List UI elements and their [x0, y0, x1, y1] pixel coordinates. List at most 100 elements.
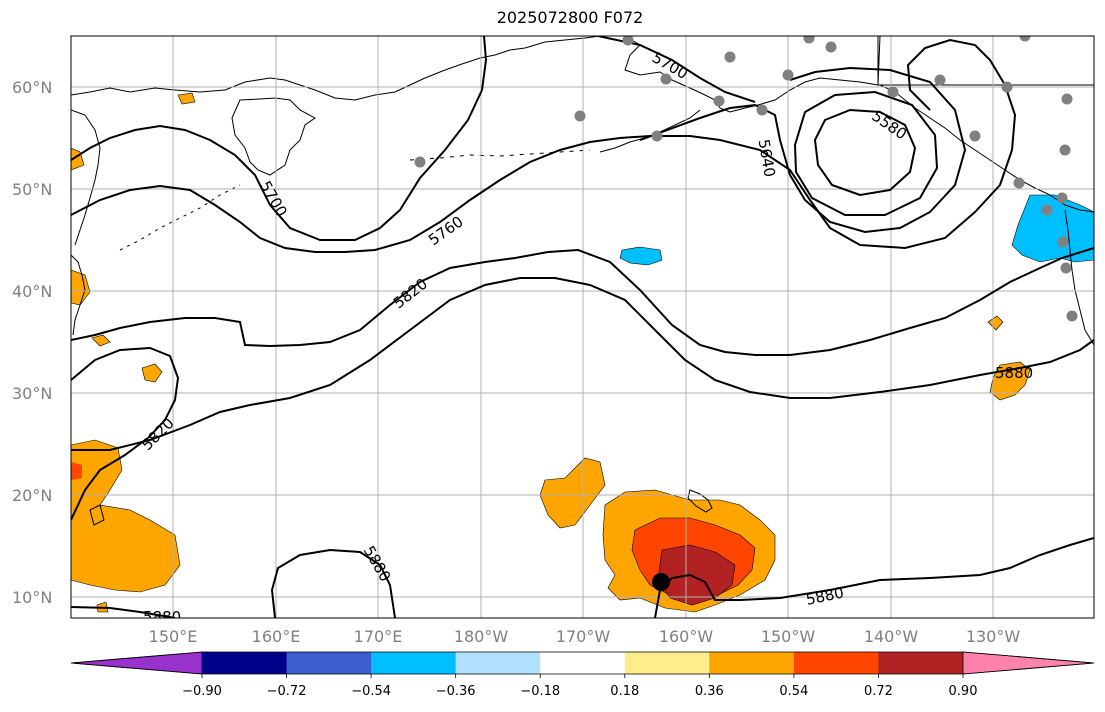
lon-label-140w: 140°W [864, 627, 919, 646]
station-marker [1066, 310, 1078, 322]
colorbar-tick-label: 0.54 [779, 684, 808, 699]
lat-label-40n: 40°N [12, 282, 52, 301]
storm-center-marker [652, 573, 670, 591]
positive-anomaly-small-5 [71, 147, 85, 171]
colorbar-segment [202, 652, 288, 674]
positive-anomaly-small-4 [71, 269, 91, 306]
lon-label-150e: 150°E [149, 627, 198, 646]
positive-anomaly-small-6 [177, 92, 196, 105]
colorbar-tick-label: −0.18 [520, 684, 560, 699]
colorbar-segment [286, 652, 372, 674]
coastline-japan [71, 254, 86, 336]
lat-label-30n: 30°N [12, 384, 52, 403]
colorbar-segment [878, 652, 964, 674]
colorbar-tick-label: 0.36 [695, 684, 724, 699]
station-marker [724, 51, 736, 63]
lon-label-150w: 150°W [761, 627, 816, 646]
station-marker [1056, 192, 1068, 204]
map-area: 5700 5700 5640 5580 5760 5820 5820 5880 … [71, 36, 1094, 626]
station-marker [969, 130, 981, 142]
coastline-siberia [71, 36, 601, 101]
contour-label-5880-east: 5880 [995, 364, 1033, 382]
contour-5580-inner [813, 108, 917, 197]
contour-5880-east [71, 277, 1094, 451]
lon-label-130w: 130°W [966, 627, 1021, 646]
lon-label-160w: 160°W [659, 627, 714, 646]
lat-label-20n: 20°N [12, 486, 52, 505]
station-marker [622, 36, 634, 46]
station-marker [1041, 204, 1053, 216]
colorbar-tick-label: 0.18 [610, 684, 639, 699]
lon-label-170w: 170°W [556, 627, 611, 646]
station-marker [782, 69, 794, 81]
station-marker [660, 73, 672, 85]
station-marker [1061, 93, 1073, 105]
colorbar-segment [793, 652, 879, 674]
coastline-kamchatka [231, 97, 316, 176]
lat-label-10n: 10°N [12, 588, 52, 607]
colorbar-tick-label: −0.54 [351, 684, 391, 699]
station-marker [934, 74, 946, 86]
colorbar-tick-label: −0.90 [182, 684, 222, 699]
station-marker [887, 86, 899, 98]
lat-label-60n: 60°N [12, 78, 52, 97]
gridlines [71, 36, 1094, 618]
station-marker [651, 130, 663, 142]
contour-5700-north [71, 36, 488, 241]
map-title: 2025072800 F072 [496, 8, 644, 27]
station-marker [1059, 144, 1071, 156]
positive-anomaly-small-2 [141, 363, 163, 383]
station-marker [756, 104, 768, 116]
contour-5700-alaska [597, 36, 756, 103]
station-marker [825, 41, 837, 53]
station-markers [414, 36, 1078, 322]
colorbar-tick-label: 0.90 [949, 684, 978, 699]
coastline-sea-of-okhotsk [71, 109, 101, 246]
negative-anomaly-pacific [619, 246, 663, 266]
colorbar-segment [540, 652, 626, 674]
positive-anomaly-west-core [71, 462, 82, 480]
station-marker [803, 36, 815, 44]
station-marker [1001, 81, 1013, 93]
map-frame [70, 35, 1095, 619]
contour-5880-south [270, 548, 396, 618]
station-marker [414, 156, 426, 168]
station-marker [574, 110, 586, 122]
contour-5760 [71, 38, 1017, 253]
positive-anomaly-small-3 [91, 334, 111, 347]
colorbar-segment [371, 652, 457, 674]
coastline-aleutian-islands [409, 149, 591, 161]
longitude-labels: 150°E 160°E 170°E 180°W 170°W 160°W 150°… [149, 627, 1021, 646]
station-marker [1057, 236, 1069, 248]
colorbar-tick-label: 0.72 [864, 684, 893, 699]
contour-5880-sw [71, 606, 176, 618]
colorbar-segment [455, 652, 541, 674]
colorbar-extend-low [70, 651, 203, 675]
latitude-labels: 60°N 50°N 40°N 30°N 20°N 10°N [12, 78, 52, 607]
negative-anomaly-northwest-us [1011, 194, 1094, 263]
station-marker [713, 95, 725, 107]
colorbar-segment [624, 652, 710, 674]
station-marker [1013, 177, 1025, 189]
lon-label-170e: 170°E [354, 627, 403, 646]
coastline-inland-border [877, 36, 1094, 86]
coastline-kuril-aleutian-dashes [119, 184, 241, 251]
contour-5880-se [654, 537, 1094, 618]
colorbar: −0.90 −0.72 −0.54 −0.36 −0.18 0.18 0.36 0.54 0.7… [70, 651, 1095, 699]
colorbar-tick-label: −0.36 [436, 684, 476, 699]
contour-5820-west [71, 346, 180, 521]
lon-label-180w: 180°W [454, 627, 509, 646]
anomaly-fills [71, 92, 1094, 613]
colorbar-segment [709, 652, 795, 674]
contour-5820 [71, 247, 1094, 356]
station-marker [1060, 262, 1072, 274]
colorbar-extend-high [962, 651, 1095, 675]
coastline-us-west [1064, 209, 1094, 346]
station-marker [1019, 36, 1031, 42]
contour-label-5880-sw: 5880 [143, 608, 181, 626]
coastline-island-west [89, 504, 105, 526]
colorbar-tick-label: −0.72 [267, 684, 307, 699]
contour-5580-outer [793, 90, 939, 216]
lon-label-160e: 160°E [252, 627, 301, 646]
